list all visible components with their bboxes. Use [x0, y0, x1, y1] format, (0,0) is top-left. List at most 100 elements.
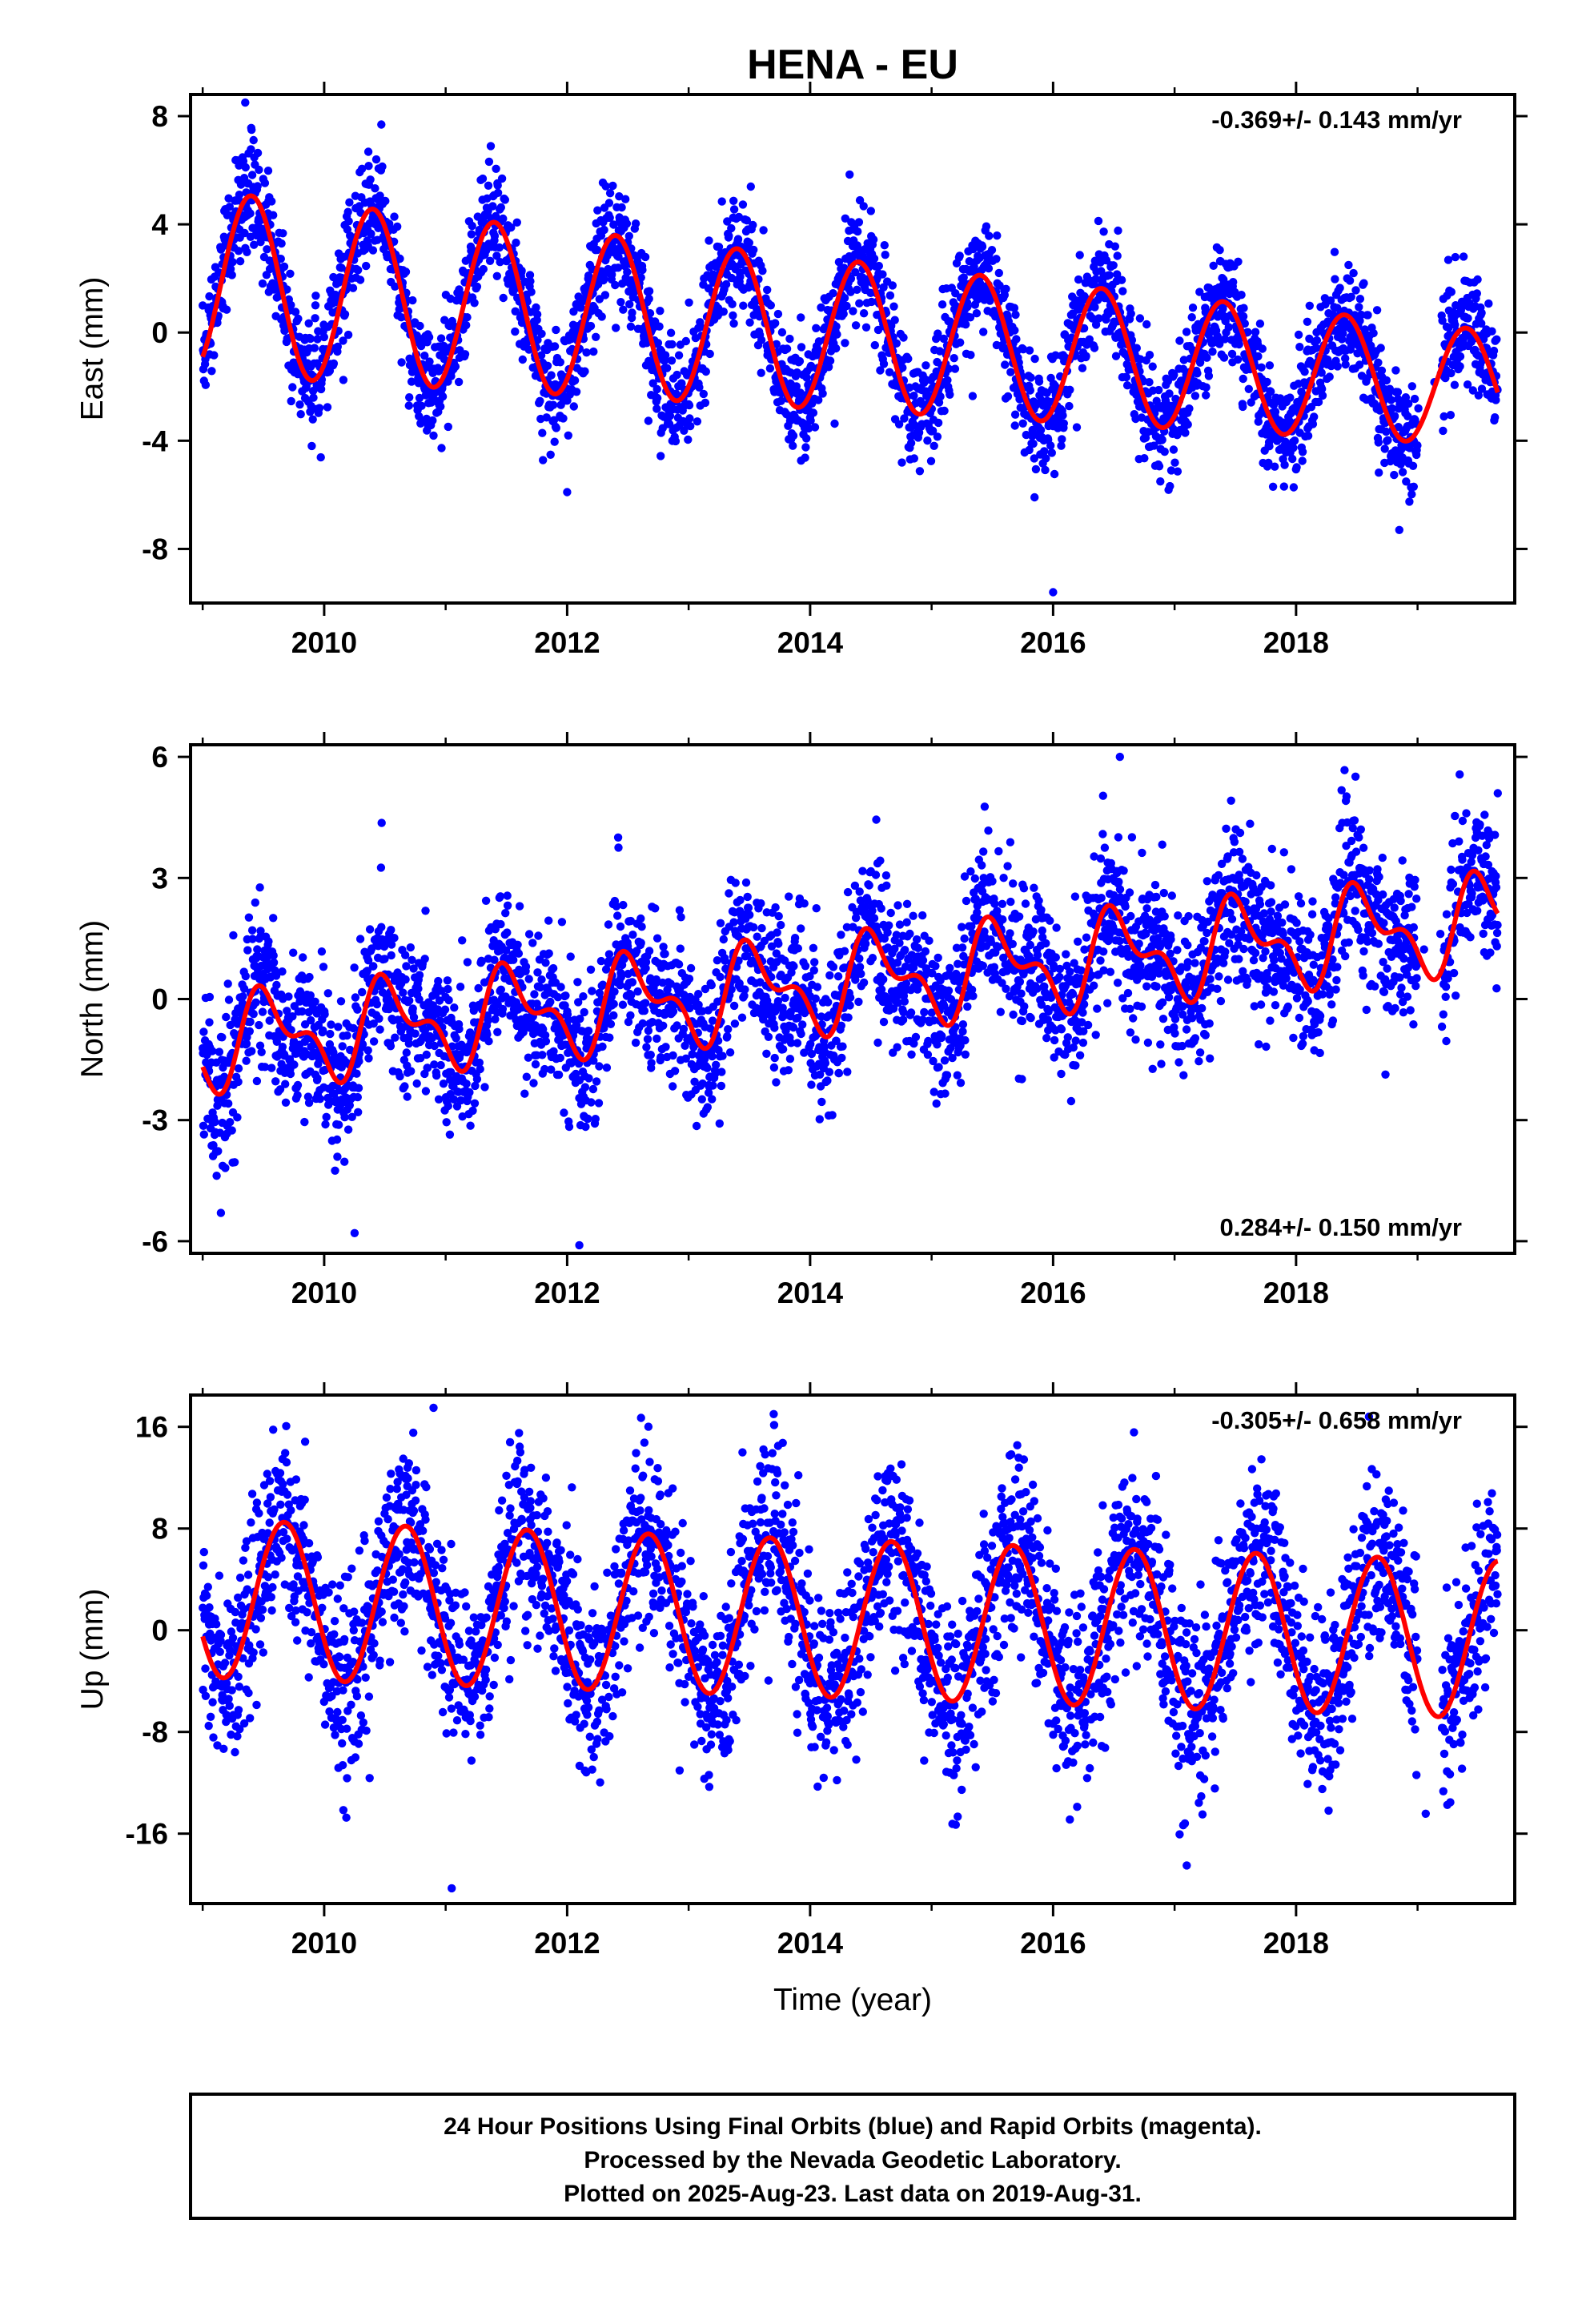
data-point [1202, 383, 1211, 392]
data-point [785, 334, 794, 344]
data-point [881, 251, 889, 259]
data-point [247, 171, 257, 179]
data-point [354, 1084, 363, 1092]
data-point [421, 907, 430, 915]
data-point [1175, 336, 1184, 345]
data-point [468, 221, 476, 231]
data-point [375, 191, 384, 200]
data-point [249, 1010, 258, 1019]
data-point [1295, 343, 1304, 352]
data-point [405, 996, 414, 1005]
data-point [1382, 376, 1391, 385]
data-point [499, 214, 508, 223]
data-point [1374, 358, 1383, 367]
data-point [530, 990, 539, 999]
data-point [248, 935, 257, 943]
data-point [517, 266, 526, 275]
data-point [277, 239, 286, 248]
data-point [1191, 392, 1200, 400]
data-point [319, 1026, 327, 1035]
data-point [705, 349, 714, 359]
data-point [1492, 335, 1501, 344]
data-point [445, 1130, 455, 1140]
data-point [353, 1092, 362, 1102]
data-point [538, 428, 547, 437]
data-point [264, 937, 273, 946]
data-point [594, 1099, 604, 1108]
data-point [1393, 388, 1403, 396]
data-point [320, 1010, 329, 1019]
data-point [472, 282, 482, 292]
data-point [832, 322, 841, 331]
data-point [623, 267, 632, 276]
data-point [781, 993, 789, 1003]
data-point [550, 342, 560, 351]
data-point [588, 1084, 598, 1094]
data-point [1179, 356, 1189, 364]
data-point [522, 1072, 531, 1081]
data-point [263, 953, 271, 962]
data-point [234, 1077, 243, 1087]
data-point [644, 1026, 653, 1035]
data-point [215, 1047, 224, 1056]
data-point [1185, 404, 1194, 413]
data-point [229, 931, 238, 940]
data-point [950, 354, 958, 363]
data-point [880, 241, 889, 250]
data-point [391, 1033, 400, 1042]
data-point [376, 863, 386, 872]
data-point [782, 344, 792, 353]
data-point [316, 452, 325, 462]
data-point [438, 392, 448, 401]
data-point [442, 1118, 451, 1127]
data-point [1140, 454, 1149, 463]
data-point [201, 380, 211, 389]
data-point [763, 285, 772, 295]
data-point [315, 404, 324, 412]
data-point [789, 431, 798, 440]
data-point [255, 1020, 263, 1030]
data-point [284, 992, 293, 1001]
data-point [933, 432, 942, 441]
data-point [897, 458, 906, 467]
data-point [456, 1096, 465, 1105]
data-point [729, 311, 737, 320]
data-point [636, 939, 645, 947]
data-point [795, 356, 805, 366]
data-point [715, 1119, 724, 1128]
data-point [984, 264, 994, 273]
data-point [429, 431, 438, 440]
data-point [467, 230, 476, 239]
data-point [544, 949, 553, 958]
y-tick-label: -8 [142, 533, 168, 565]
data-point [1148, 362, 1157, 371]
data-point [1376, 344, 1385, 352]
data-point [766, 301, 775, 310]
data-point [449, 1095, 458, 1104]
data-point [355, 935, 365, 943]
data-point [537, 329, 546, 338]
data-point [670, 1067, 680, 1076]
data-point [511, 307, 520, 316]
data-point [311, 997, 319, 1007]
data-point [1029, 439, 1038, 448]
data-point [1382, 427, 1391, 436]
data-point [584, 1074, 593, 1083]
data-point [1237, 291, 1246, 300]
data-point [570, 376, 580, 385]
data-point [276, 255, 285, 263]
data-point [365, 925, 375, 934]
data-point [458, 1112, 467, 1121]
data-point [377, 120, 386, 129]
data-point [559, 414, 568, 423]
data-point [509, 955, 518, 964]
data-point [350, 963, 359, 972]
data-point [701, 398, 710, 408]
data-point [685, 975, 694, 983]
data-point [313, 335, 322, 344]
data-point [586, 965, 596, 975]
data-point [1271, 408, 1280, 416]
data-point [1229, 278, 1238, 287]
data-point [652, 404, 661, 413]
data-point [846, 287, 855, 296]
